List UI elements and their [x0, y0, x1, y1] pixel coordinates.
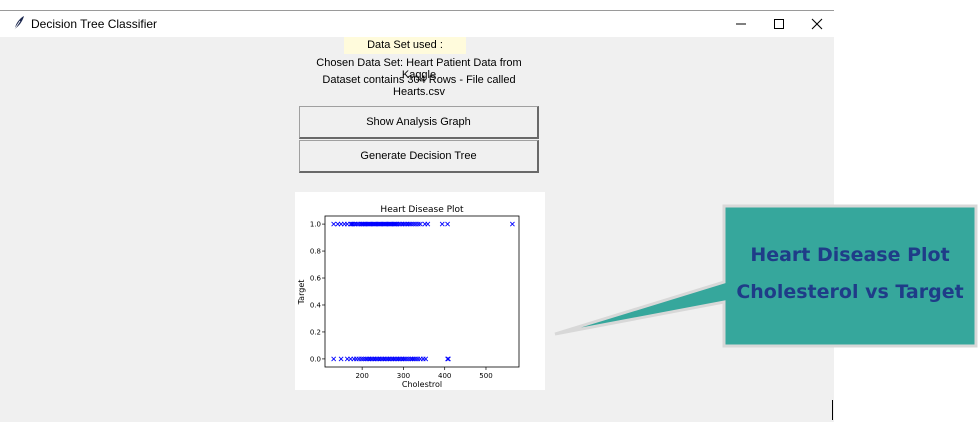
data-point — [331, 356, 337, 362]
point-stroke — [402, 356, 408, 362]
data-point — [411, 221, 417, 227]
point-stroke — [404, 356, 410, 362]
scatter-chart: Heart Disease Plot 200 300 400 500 0.0 0.2 0.4… — [297, 205, 520, 389]
x-axis-label: Cholestrol — [402, 380, 442, 389]
maximize-button[interactable] — [760, 11, 798, 37]
point-stroke — [445, 356, 451, 362]
callout-line-2: Cholesterol vs Target — [736, 281, 964, 303]
show-analysis-graph-button[interactable]: Show Analysis Graph — [299, 106, 539, 139]
point-stroke — [360, 356, 366, 362]
plot-frame — [324, 215, 520, 368]
point-stroke — [445, 221, 451, 227]
y-tick-label: 0.0 — [310, 355, 321, 363]
point-stroke — [338, 356, 344, 362]
point-stroke — [509, 221, 515, 227]
point-stroke — [423, 356, 429, 362]
point-stroke — [411, 356, 417, 362]
point-stroke — [425, 221, 431, 227]
generate-decision-tree-button[interactable]: Generate Decision Tree — [299, 140, 539, 173]
x-tick-label: 500 — [479, 372, 492, 380]
dataset-heading: Data Set used : — [344, 37, 466, 54]
point-stroke — [358, 356, 364, 362]
data-point — [409, 221, 415, 227]
data-point — [402, 356, 408, 362]
edge-marker — [832, 400, 833, 420]
point-stroke — [415, 221, 421, 227]
data-point — [331, 221, 337, 227]
chart-title: Heart Disease Plot — [380, 205, 464, 215]
data-point — [425, 221, 431, 227]
data-point — [417, 221, 423, 227]
feather-icon — [12, 15, 26, 31]
y-tick-label: 1.0 — [310, 221, 321, 229]
window-title: Decision Tree Classifier — [31, 17, 158, 31]
maximize-icon — [774, 19, 784, 29]
data-point — [404, 356, 410, 362]
data-point — [445, 356, 451, 362]
close-icon — [811, 18, 823, 30]
dataset-size-text: Dataset contains 304 Rows - File called … — [322, 74, 516, 98]
point-stroke — [331, 221, 337, 227]
data-point — [445, 221, 451, 227]
y-tick-label: 0.8 — [310, 248, 321, 256]
close-button[interactable] — [798, 11, 836, 37]
data-point — [423, 356, 429, 362]
data-point — [358, 356, 364, 362]
data-point — [406, 356, 412, 362]
callout-line-1: Heart Disease Plot — [750, 244, 950, 266]
data-point — [415, 221, 421, 227]
data-point — [407, 221, 413, 227]
x-tick-label: 200 — [355, 372, 368, 380]
data-point — [411, 356, 417, 362]
point-stroke — [331, 356, 337, 362]
data-point — [360, 356, 366, 362]
y-tick-label: 0.6 — [310, 275, 322, 283]
minimize-button[interactable] — [722, 11, 760, 37]
callout-text: Heart Disease Plot Cholesterol vs Target — [728, 208, 972, 340]
data-point — [338, 356, 344, 362]
point-stroke — [409, 221, 415, 227]
data-point — [509, 221, 515, 227]
title-bar: Decision Tree Classifier — [0, 11, 834, 37]
point-stroke — [439, 221, 445, 227]
point-stroke — [417, 221, 423, 227]
point-stroke — [445, 356, 451, 362]
y-tick-label: 0.4 — [310, 301, 322, 309]
data-point — [439, 221, 445, 227]
data-point — [413, 356, 419, 362]
y-tick-label: 0.2 — [310, 328, 321, 336]
minimize-icon — [736, 23, 746, 25]
x-tick-label: 400 — [438, 372, 451, 380]
y-axis-label: Target — [297, 280, 306, 306]
point-stroke — [413, 356, 419, 362]
dataset-source-text: Chosen Data Set: Heart Patient Data from… — [316, 57, 522, 81]
x-tick-label: 300 — [397, 372, 410, 380]
callout-box — [554, 204, 978, 348]
point-stroke — [411, 221, 417, 227]
data-point — [445, 356, 451, 362]
point-stroke — [406, 356, 412, 362]
point-stroke — [407, 221, 413, 227]
heart-disease-plot: Heart Disease Plot 200 300 400 500 0.0 0.2 0.4… — [295, 192, 545, 390]
